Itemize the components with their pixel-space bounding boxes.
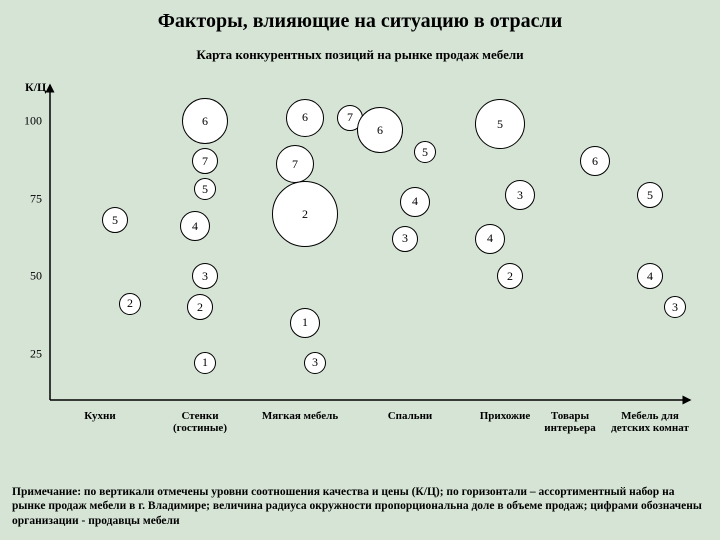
bubble: 5 [102, 207, 128, 233]
bubble: 2 [272, 181, 338, 247]
bubble: 4 [637, 263, 663, 289]
bubble: 5 [414, 141, 436, 163]
bubble: 6 [580, 146, 610, 176]
bubble: 5 [475, 99, 525, 149]
bubble-chart: К/Ц 255075100 КухниСтенки (гостиные)Мягк… [50, 90, 690, 440]
bubble: 4 [180, 211, 210, 241]
x-category-label: Кухни [55, 410, 145, 422]
bubble: 2 [119, 293, 141, 315]
y-tick: 25 [22, 346, 42, 361]
bubble: 1 [194, 352, 216, 374]
x-category-label: Спальни [365, 410, 455, 422]
x-category-label: Товары интерьера [525, 410, 615, 434]
bubble: 6 [357, 107, 403, 153]
bubble: 6 [182, 98, 228, 144]
bubble: 3 [392, 226, 418, 252]
page-title: Факторы, влияющие на ситуацию в отрасли [0, 0, 720, 33]
y-tick: 50 [22, 269, 42, 284]
bubble: 6 [286, 99, 324, 137]
x-category-label: Стенки (гостиные) [155, 410, 245, 434]
bubble: 3 [505, 180, 535, 210]
bubble: 4 [400, 187, 430, 217]
y-axis-label: К/Ц [25, 80, 46, 95]
footnote: Примечание: по вертикали отмечены уровни… [12, 485, 708, 528]
bubble: 3 [192, 263, 218, 289]
x-category-label: Мягкая мебель [255, 410, 345, 422]
bubble: 3 [304, 352, 326, 374]
bubble: 5 [194, 178, 216, 200]
bubble: 2 [187, 294, 213, 320]
bubble: 1 [290, 308, 320, 338]
bubble: 4 [475, 224, 505, 254]
y-tick: 75 [22, 191, 42, 206]
bubble: 2 [497, 263, 523, 289]
y-tick: 100 [22, 114, 42, 129]
x-category-label: Мебель для детских комнат [605, 410, 695, 434]
bubble: 7 [192, 148, 218, 174]
bubble: 3 [664, 296, 686, 318]
bubble: 5 [637, 182, 663, 208]
bubble: 7 [276, 145, 314, 183]
chart-subtitle: Карта конкурентных позиций на рынке прод… [0, 47, 720, 63]
